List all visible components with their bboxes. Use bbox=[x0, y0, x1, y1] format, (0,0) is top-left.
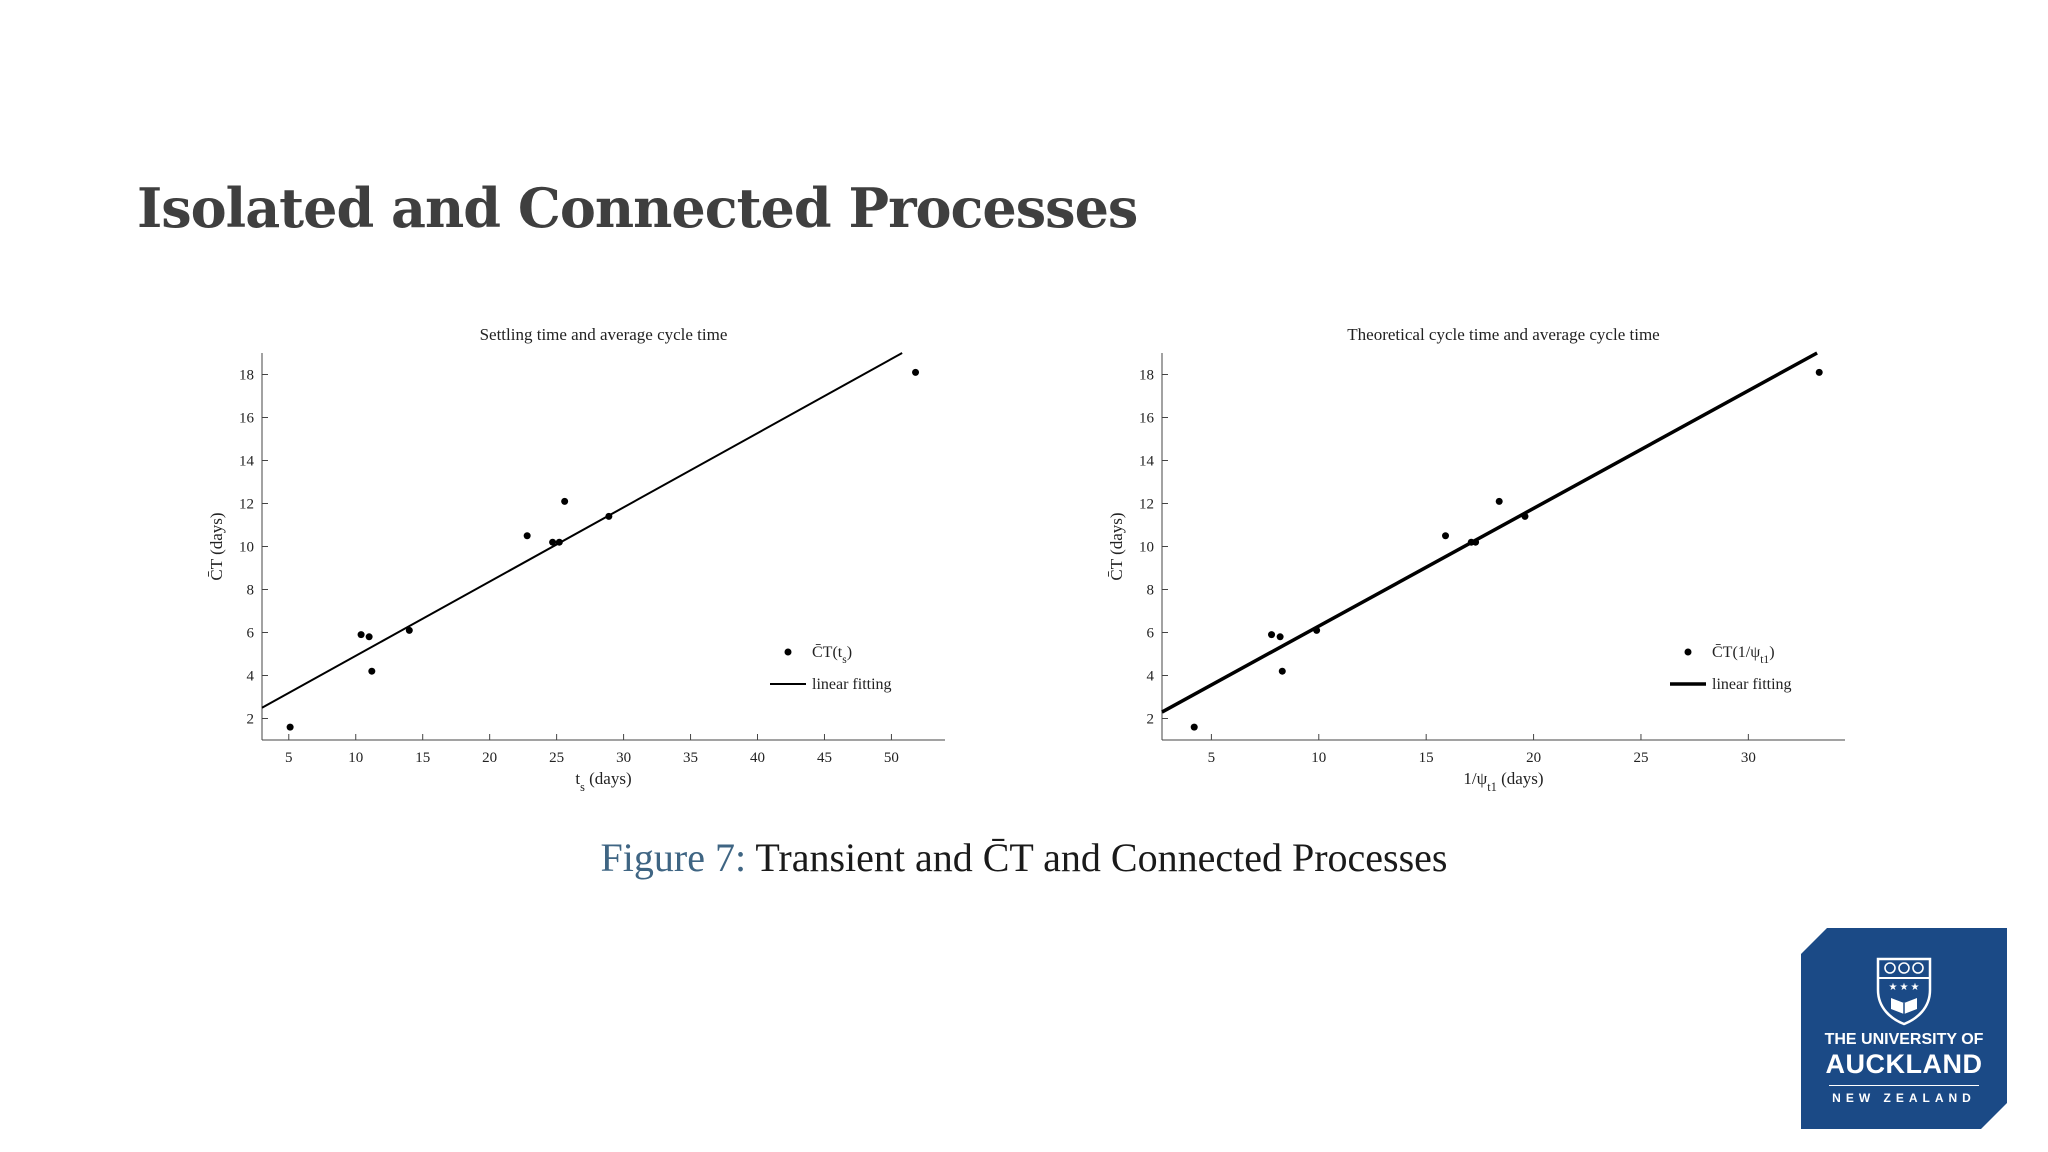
x-tick-label: 20 bbox=[482, 750, 497, 766]
svg-text:★: ★ bbox=[1900, 982, 1909, 993]
logo-line-1: THE UNIVERSITY OF bbox=[1824, 1031, 1984, 1048]
x-tick-label: 30 bbox=[616, 750, 631, 766]
data-point bbox=[1278, 667, 1286, 675]
x-tick-label: 45 bbox=[817, 750, 832, 766]
legend-label: C̄T(1/ψt1) bbox=[1712, 644, 1775, 666]
x-tick-label: 15 bbox=[1419, 750, 1434, 766]
y-tick-label: 2 bbox=[1147, 712, 1155, 728]
x-tick-label: 10 bbox=[348, 750, 363, 766]
data-point bbox=[357, 631, 365, 639]
data-point bbox=[1815, 368, 1823, 376]
data-point bbox=[555, 538, 563, 546]
data-point bbox=[523, 532, 531, 540]
data-point bbox=[1495, 497, 1503, 505]
data-point bbox=[405, 626, 413, 634]
slide-title: Isolated and Connected Processes bbox=[137, 176, 1138, 240]
chart-theoretical-cycle-time: Theoretical cycle time and average cycle… bbox=[1107, 325, 1845, 794]
data-point bbox=[912, 368, 920, 376]
figure-caption-text: Transient and C̄T and Connected Processe… bbox=[755, 835, 1448, 880]
data-point bbox=[1190, 723, 1198, 731]
y-tick-label: 4 bbox=[1147, 669, 1155, 685]
chart-title: Settling time and average cycle time bbox=[480, 325, 728, 344]
y-tick-label: 18 bbox=[1139, 368, 1154, 384]
figure-caption: Figure 7: Transient and C̄T and Connecte… bbox=[0, 834, 2048, 881]
chart-settling-time: Settling time and average cycle time 5 10 1… bbox=[207, 325, 945, 794]
x-axis-label: ts (days) bbox=[575, 769, 631, 794]
x-tick-label: 20 bbox=[1526, 750, 1541, 766]
y-tick-label: 10 bbox=[239, 540, 254, 556]
logo-line-2: AUCKLAND bbox=[1825, 1049, 1983, 1079]
legend-marker bbox=[1684, 648, 1692, 656]
legend-label: C̄T(ts) bbox=[812, 644, 852, 666]
svg-text:★: ★ bbox=[1911, 982, 1920, 993]
y-tick-label: 6 bbox=[1147, 626, 1155, 642]
x-tick-label: 5 bbox=[285, 750, 293, 766]
y-axis-label: C̄T (days) bbox=[1107, 512, 1126, 580]
y-tick-label: 10 bbox=[1139, 540, 1154, 556]
x-tick-label: 40 bbox=[750, 750, 765, 766]
chart-title: Theoretical cycle time and average cycle… bbox=[1347, 325, 1659, 344]
x-tick-label: 25 bbox=[549, 750, 564, 766]
data-point bbox=[1442, 532, 1450, 540]
y-tick-label: 12 bbox=[1139, 497, 1154, 513]
data-point bbox=[1276, 633, 1284, 641]
data-point bbox=[561, 497, 569, 505]
logo-divider bbox=[1829, 1085, 1979, 1086]
data-point bbox=[286, 723, 294, 731]
x-tick-label: 35 bbox=[683, 750, 698, 766]
y-tick-label: 16 bbox=[239, 411, 255, 427]
y-tick-label: 14 bbox=[239, 454, 255, 470]
y-tick-label: 4 bbox=[247, 669, 255, 685]
data-point bbox=[1268, 631, 1276, 639]
data-point bbox=[368, 667, 376, 675]
y-tick-label: 6 bbox=[247, 626, 255, 642]
fit-line bbox=[261, 352, 903, 709]
university-logo: ★ ★ ★ THE UNIVERSITY OF AUCKLAND NEW ZEA… bbox=[1801, 928, 2007, 1129]
y-tick-label: 12 bbox=[239, 497, 254, 513]
x-tick-label: 50 bbox=[884, 750, 899, 766]
x-tick-label: 25 bbox=[1633, 750, 1648, 766]
y-tick-label: 8 bbox=[247, 583, 255, 599]
y-tick-label: 16 bbox=[1139, 411, 1155, 427]
figure-label: Figure 7: bbox=[600, 835, 747, 880]
legend-marker bbox=[784, 648, 792, 656]
x-axis-label: 1/ψt1 (days) bbox=[1463, 769, 1543, 794]
x-tick-label: 10 bbox=[1311, 750, 1326, 766]
x-tick-label: 5 bbox=[1208, 750, 1216, 766]
x-tick-label: 30 bbox=[1741, 750, 1756, 766]
x-tick-label: 15 bbox=[415, 750, 430, 766]
data-point bbox=[605, 512, 613, 520]
fit-line bbox=[1161, 351, 1818, 714]
y-tick-label: 8 bbox=[1147, 583, 1155, 599]
y-axis-label: C̄T (days) bbox=[207, 512, 226, 580]
y-tick-label: 14 bbox=[1139, 454, 1155, 470]
data-point bbox=[549, 538, 557, 546]
data-point bbox=[1472, 538, 1480, 546]
logo-line-3: NEW ZEALAND bbox=[1832, 1091, 1976, 1105]
svg-text:★: ★ bbox=[1889, 982, 1898, 993]
data-point bbox=[1521, 512, 1529, 520]
crest-icon: ★ ★ ★ bbox=[1876, 957, 1932, 1026]
legend-label: linear fitting bbox=[1712, 676, 1792, 693]
y-tick-label: 2 bbox=[247, 712, 255, 728]
data-point bbox=[1313, 626, 1321, 634]
legend-label: linear fitting bbox=[812, 676, 892, 693]
data-point bbox=[365, 633, 373, 641]
y-tick-label: 18 bbox=[239, 368, 254, 384]
